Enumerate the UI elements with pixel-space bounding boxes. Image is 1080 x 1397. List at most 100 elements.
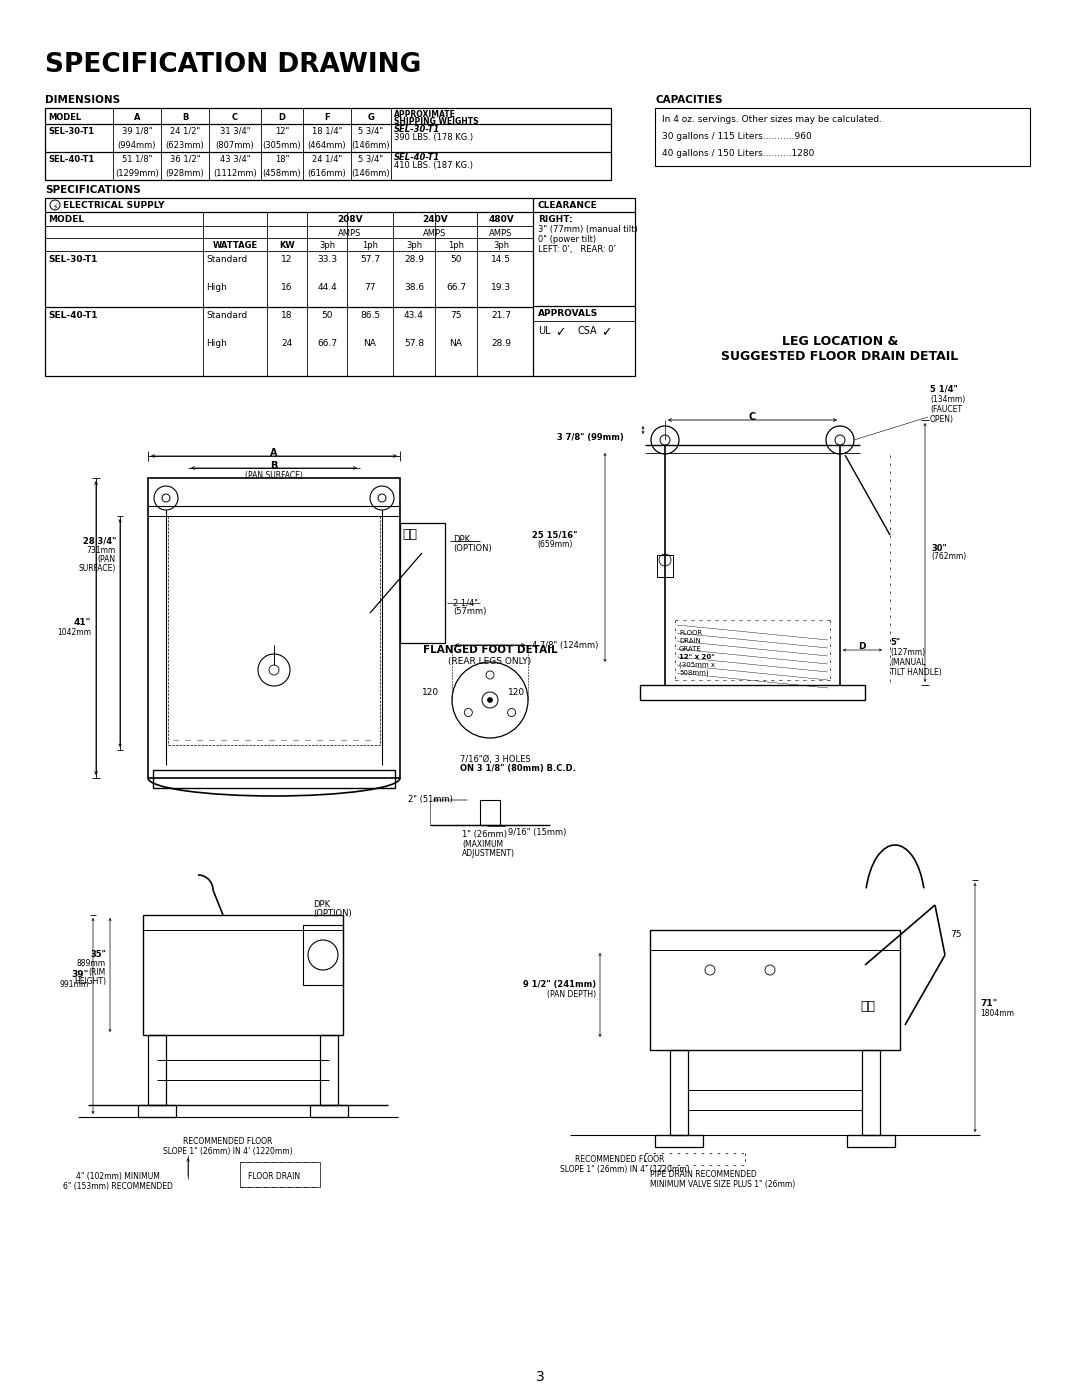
Text: (127mm): (127mm) [890, 648, 926, 657]
Text: 35": 35" [90, 950, 106, 958]
Text: (305mm x: (305mm x [679, 662, 715, 669]
Text: 120: 120 [508, 687, 525, 697]
Text: 3ph: 3ph [406, 242, 422, 250]
Text: 24 1/2": 24 1/2" [170, 127, 200, 136]
Text: RECOMMENDED FLOOR: RECOMMENDED FLOOR [183, 1137, 272, 1146]
Text: 2 1/4": 2 1/4" [453, 598, 478, 608]
Text: (659mm): (659mm) [538, 541, 572, 549]
Text: 0" (power tilt): 0" (power tilt) [538, 235, 596, 244]
Text: 12" x 20": 12" x 20" [679, 654, 715, 659]
Text: 12": 12" [275, 127, 289, 136]
Text: 12: 12 [281, 256, 293, 264]
Bar [138, 1105, 176, 1118]
Text: 9/16" (15mm): 9/16" (15mm) [508, 828, 566, 837]
Text: FLOOR DRAIN: FLOOR DRAIN [248, 1172, 300, 1180]
Bar [400, 522, 445, 643]
Text: 33.3: 33.3 [316, 256, 337, 264]
Text: (57mm): (57mm) [453, 608, 486, 616]
Text: ⓈⓂ: ⓈⓂ [860, 1000, 875, 1013]
Text: 3: 3 [536, 1370, 544, 1384]
Text: 28.9: 28.9 [491, 339, 511, 348]
Bar [670, 1051, 688, 1134]
Text: (1112mm): (1112mm) [213, 169, 257, 177]
Text: APPROVALS: APPROVALS [538, 309, 598, 319]
Text: SPECIFICATION DRAWING: SPECIFICATION DRAWING [45, 52, 421, 78]
Text: High: High [206, 284, 227, 292]
Text: (PAN DEPTH): (PAN DEPTH) [546, 990, 596, 999]
Text: ✓: ✓ [555, 326, 566, 339]
Text: 3ph: 3ph [319, 242, 335, 250]
Text: (REAR LEGS ONLY): (REAR LEGS ONLY) [448, 657, 531, 666]
Text: 31 3/4": 31 3/4" [219, 127, 251, 136]
Text: 43.4: 43.4 [404, 312, 424, 320]
Text: 18 1/4": 18 1/4" [312, 127, 342, 136]
Text: 7/16"Ø, 3 HOLES: 7/16"Ø, 3 HOLES [460, 754, 530, 764]
Text: ON 3 1/8" (80mm) B.C.D.: ON 3 1/8" (80mm) B.C.D. [460, 764, 576, 773]
Text: 19.3: 19.3 [491, 284, 511, 292]
Text: SEL-30-T1: SEL-30-T1 [48, 127, 94, 136]
Text: (994mm): (994mm) [118, 141, 157, 149]
Bar [148, 1035, 166, 1105]
Text: Standard: Standard [206, 312, 247, 320]
Text: F: F [324, 113, 329, 122]
Text: 86.5: 86.5 [360, 312, 380, 320]
Text: (MAXIMUM: (MAXIMUM [462, 840, 503, 849]
Text: WATTAGE: WATTAGE [213, 242, 257, 250]
Text: CLEARANCE: CLEARANCE [538, 201, 597, 211]
Text: SEL-30-T1: SEL-30-T1 [394, 124, 441, 134]
Text: AMPS: AMPS [489, 229, 513, 237]
Text: SEL-40-T1: SEL-40-T1 [48, 312, 97, 320]
Text: (1299mm): (1299mm) [116, 169, 159, 177]
Text: 43 3/4": 43 3/4" [219, 155, 251, 163]
Text: 24: 24 [282, 339, 293, 348]
Text: 9 1/2" (241mm): 9 1/2" (241mm) [523, 981, 596, 989]
Text: 208V: 208V [337, 215, 363, 224]
Text: (PAN SURFACE): (PAN SURFACE) [245, 471, 302, 481]
Text: 36 1/2": 36 1/2" [170, 155, 200, 163]
Text: SURFACE): SURFACE) [79, 564, 116, 573]
Text: (146mm): (146mm) [352, 169, 390, 177]
Text: GRATE: GRATE [679, 645, 702, 652]
Bar [640, 685, 865, 700]
Bar [862, 1051, 880, 1134]
Text: (616mm): (616mm) [308, 169, 347, 177]
Text: OPEN): OPEN) [930, 415, 954, 425]
Text: 41": 41" [73, 617, 91, 627]
Text: 50: 50 [321, 312, 333, 320]
Text: 410 LBS. (187 KG.): 410 LBS. (187 KG.) [394, 161, 473, 170]
Text: 3" (77mm) (manual tilt): 3" (77mm) (manual tilt) [538, 225, 638, 235]
Text: 240V: 240V [422, 215, 448, 224]
Text: 508mm): 508mm) [679, 671, 708, 676]
Text: (623mm): (623mm) [165, 141, 204, 149]
Text: C: C [232, 113, 238, 122]
Text: 66.7: 66.7 [316, 339, 337, 348]
Text: 30": 30" [931, 543, 947, 553]
Text: ⚡: ⚡ [52, 203, 57, 211]
Bar [654, 1134, 703, 1147]
Bar [153, 770, 395, 788]
Text: APPROXIMATE: APPROXIMATE [394, 110, 456, 119]
Text: (OPTION): (OPTION) [313, 909, 352, 918]
Text: LEG LOCATION &: LEG LOCATION & [782, 335, 899, 348]
Bar [45, 108, 611, 180]
Text: (464mm): (464mm) [308, 141, 347, 149]
Bar [303, 925, 343, 985]
Circle shape [487, 697, 492, 703]
Text: SEL-30-T1: SEL-30-T1 [48, 256, 97, 264]
Text: 57.8: 57.8 [404, 339, 424, 348]
Text: High: High [206, 339, 227, 348]
Text: RECOMMENDED FLOOR: RECOMMENDED FLOOR [575, 1155, 664, 1164]
Text: SEL-40-T1: SEL-40-T1 [48, 155, 94, 163]
Text: SHIPPING WEIGHTS: SHIPPING WEIGHTS [394, 117, 478, 126]
Text: PIPE DRAIN RECOMMENDED: PIPE DRAIN RECOMMENDED [650, 1171, 757, 1179]
Text: DRAIN: DRAIN [679, 638, 701, 644]
Text: G: G [367, 113, 375, 122]
Text: MODEL: MODEL [48, 215, 84, 224]
Text: A: A [270, 448, 278, 458]
Text: 889mm: 889mm [77, 958, 106, 968]
Text: 5 3/4": 5 3/4" [359, 155, 383, 163]
Text: 77: 77 [364, 284, 376, 292]
Text: 5 1/4": 5 1/4" [930, 386, 958, 394]
Text: 4" (102mm) MINIMUM: 4" (102mm) MINIMUM [76, 1172, 160, 1180]
Text: B: B [270, 461, 278, 471]
